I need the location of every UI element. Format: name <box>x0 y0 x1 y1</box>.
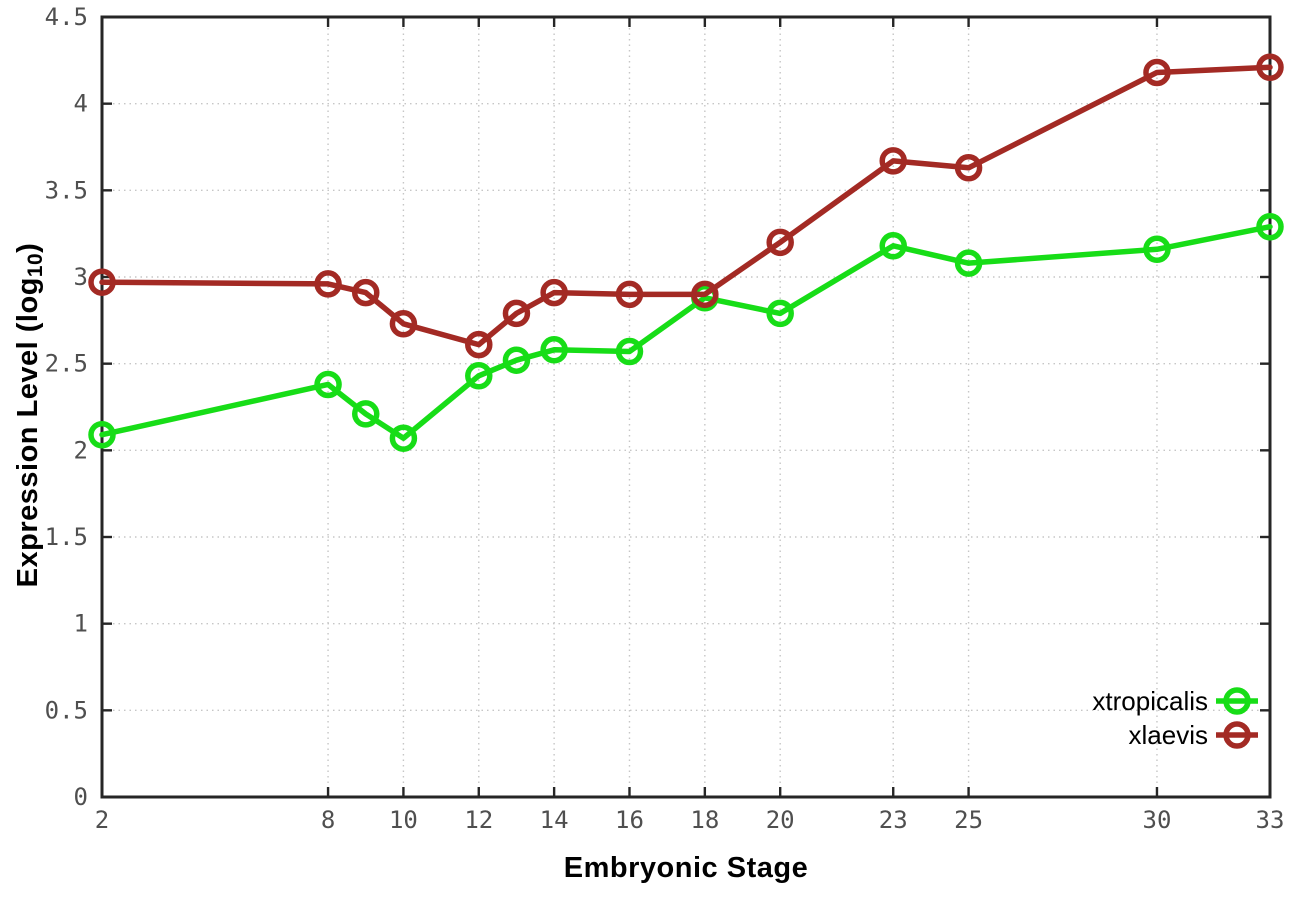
series-xlaevis <box>88 53 1284 359</box>
y-axis-title: Expression Level (log10) <box>12 243 48 588</box>
gridlines <box>102 17 1270 797</box>
data-point-xtropicalis <box>351 400 380 428</box>
legend: xtropicalis xlaevis <box>1092 686 1258 750</box>
data-point-xtropicalis <box>314 370 342 399</box>
data-point-xlaevis <box>1143 58 1171 87</box>
axes <box>100 15 1272 799</box>
data-point-xlaevis <box>954 154 983 182</box>
legend-label: xlaevis <box>1129 720 1208 750</box>
x-tick-label: 12 <box>464 806 493 834</box>
y-tick-label: 3.5 <box>45 176 88 204</box>
x-tick-label: 33 <box>1256 806 1285 834</box>
legend-marker <box>1223 687 1251 715</box>
y-tick-label: 1.5 <box>45 523 88 551</box>
series-line-xlaevis <box>99 64 1273 348</box>
data-point-xlaevis <box>314 270 342 298</box>
x-tick-label: 25 <box>954 806 983 834</box>
x-tick-label: 23 <box>879 806 908 834</box>
data-point-xlaevis <box>389 310 418 338</box>
legend-item-xlaevis: xlaevis <box>1129 720 1258 750</box>
data-point-xtropicalis <box>1143 235 1171 264</box>
y-axis-title-subscript: 10 <box>24 252 48 278</box>
data-point-xlaevis <box>465 330 493 359</box>
data-point-xlaevis <box>879 147 907 175</box>
data-point-xtropicalis <box>465 362 493 390</box>
y-tick-label: 2.5 <box>45 350 88 378</box>
data-point-xlaevis <box>88 268 116 296</box>
data-point-xlaevis <box>351 278 380 307</box>
data-point-xtropicalis <box>954 249 983 277</box>
legend-item-xtropicalis: xtropicalis <box>1092 686 1258 716</box>
y-tick-label: 1 <box>74 610 88 638</box>
y-tick-label: 0.5 <box>45 696 88 724</box>
data-point-xtropicalis <box>879 232 907 260</box>
data-point-xlaevis <box>691 280 719 309</box>
data-point-xlaevis <box>1256 53 1284 82</box>
x-tick-label: 10 <box>389 806 418 834</box>
data-point-xlaevis <box>615 280 644 309</box>
x-tick-label: 2 <box>95 806 109 834</box>
legend-label: xtropicalis <box>1092 686 1208 716</box>
data-point-xtropicalis <box>1256 212 1284 241</box>
x-tick-label: 20 <box>766 806 795 834</box>
data-point-xtropicalis <box>389 424 418 452</box>
data-point-xlaevis <box>766 228 794 257</box>
data-point-xtropicalis <box>540 336 568 364</box>
data-point-xtropicalis <box>502 346 531 374</box>
y-axis-title-main: Expression Level (log <box>11 277 44 588</box>
y-axis-title-close: ) <box>11 242 44 253</box>
tick-labels: 0 0.5 1 1.5 2 2.5 3 3.5 4 4.5 2 8 10 12 14 16 18 20 23 25 30… <box>45 3 1285 834</box>
y-tick-label: 2 <box>74 436 88 464</box>
series-xtropicalis <box>88 212 1284 452</box>
x-tick-label: 14 <box>540 806 569 834</box>
y-tick-label: 0 <box>74 783 88 811</box>
data-point-xlaevis <box>540 278 568 307</box>
data-point-xlaevis <box>502 299 531 328</box>
plot-border <box>100 15 1272 799</box>
data-point-xtropicalis <box>615 337 644 366</box>
x-axis-title: Embryonic Stage <box>563 852 809 884</box>
x-tick-label: 18 <box>690 806 719 834</box>
legend-marker <box>1223 721 1251 749</box>
y-tick-label: 4 <box>74 90 88 118</box>
y-tick-label: 4.5 <box>45 3 88 31</box>
x-tick-label: 16 <box>615 806 644 834</box>
x-tick-label: 30 <box>1143 806 1172 834</box>
series-line-xtropicalis <box>99 223 1273 441</box>
data-point-xtropicalis <box>766 299 794 328</box>
y-tick-label: 3 <box>74 263 88 291</box>
x-tick-label: 8 <box>321 806 335 834</box>
data-point-xtropicalis <box>88 420 116 449</box>
